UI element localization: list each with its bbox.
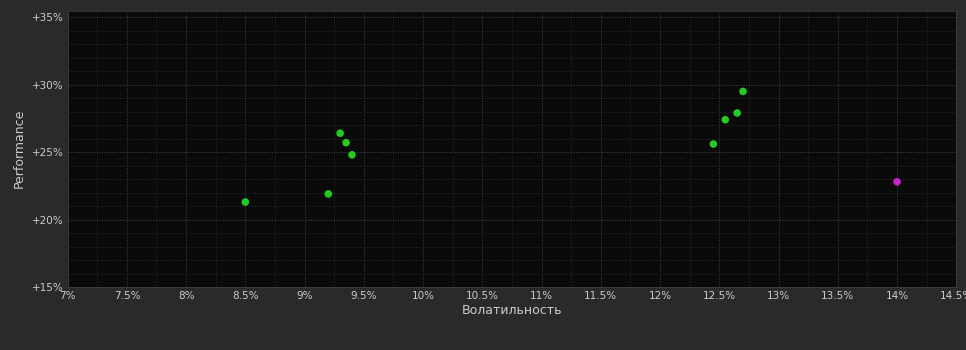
Y-axis label: Performance: Performance [14,109,26,188]
Point [338,140,354,146]
Point [238,199,253,205]
Point [735,89,751,94]
Point [321,191,336,197]
Point [890,179,905,184]
Point [332,131,348,136]
Point [706,141,722,147]
X-axis label: Волатильность: Волатильность [462,304,562,317]
Point [729,110,745,116]
Point [718,117,733,122]
Point [344,152,359,158]
